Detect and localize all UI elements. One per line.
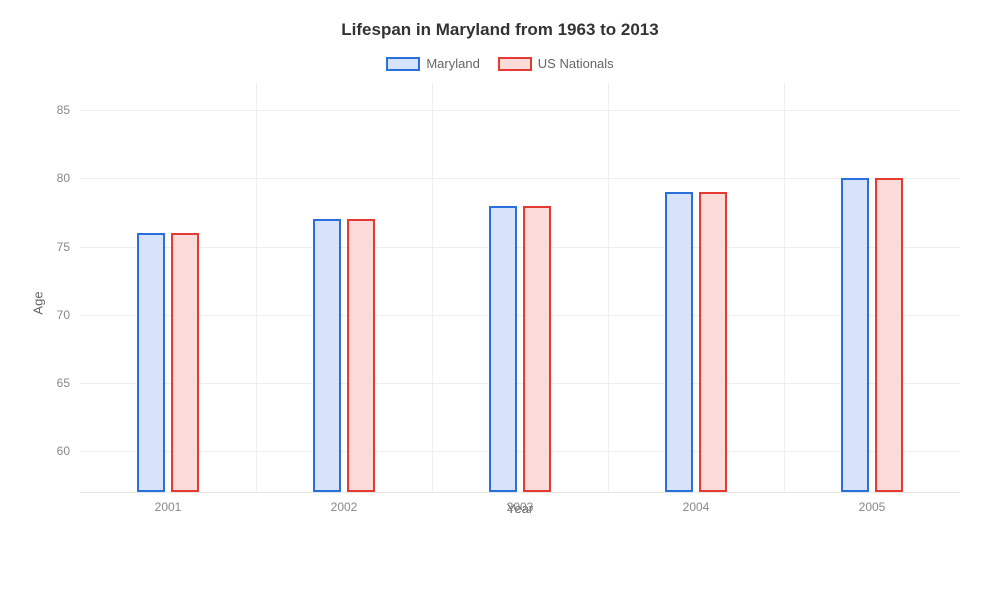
bar-us-nationals[interactable] <box>171 233 199 492</box>
chart-container: Lifespan in Maryland from 1963 to 2013 M… <box>0 0 1000 600</box>
plot-area: 60657075808520012002200320042005 <box>80 83 960 493</box>
y-axis-label: Age <box>31 291 46 314</box>
legend-swatch-maryland <box>386 57 420 71</box>
legend-item-us-nationals[interactable]: US Nationals <box>498 56 614 71</box>
y-tick-label: 65 <box>57 376 70 390</box>
y-tick-label: 75 <box>57 240 70 254</box>
legend-item-maryland[interactable]: Maryland <box>386 56 479 71</box>
x-tick-label: 2005 <box>859 500 886 514</box>
gridline-v <box>432 83 433 492</box>
y-tick-label: 60 <box>57 444 70 458</box>
x-tick-label: 2002 <box>331 500 358 514</box>
legend-label: US Nationals <box>538 56 614 71</box>
bar-maryland[interactable] <box>313 219 341 492</box>
chart-title: Lifespan in Maryland from 1963 to 2013 <box>30 20 970 40</box>
y-tick-label: 85 <box>57 103 70 117</box>
bar-maryland[interactable] <box>137 233 165 492</box>
x-tick-label: 2004 <box>683 500 710 514</box>
legend-swatch-us-nationals <box>498 57 532 71</box>
y-tick-label: 70 <box>57 308 70 322</box>
gridline-v <box>784 83 785 492</box>
bar-maryland[interactable] <box>665 192 693 492</box>
gridline-h <box>80 451 960 452</box>
bar-maryland[interactable] <box>841 178 869 492</box>
plot-wrap: Age 60657075808520012002200320042005 Yea… <box>80 83 960 523</box>
bar-us-nationals[interactable] <box>523 206 551 492</box>
gridline-h <box>80 315 960 316</box>
bar-us-nationals[interactable] <box>347 219 375 492</box>
y-tick-label: 80 <box>57 171 70 185</box>
x-tick-label: 2003 <box>507 500 534 514</box>
x-tick-label: 2001 <box>155 500 182 514</box>
bar-us-nationals[interactable] <box>875 178 903 492</box>
gridline-h <box>80 110 960 111</box>
gridline-v <box>608 83 609 492</box>
bar-maryland[interactable] <box>489 206 517 492</box>
gridline-h <box>80 247 960 248</box>
gridline-h <box>80 383 960 384</box>
gridline-v <box>256 83 257 492</box>
bar-us-nationals[interactable] <box>699 192 727 492</box>
legend: Maryland US Nationals <box>30 56 970 71</box>
gridline-h <box>80 178 960 179</box>
legend-label: Maryland <box>426 56 479 71</box>
